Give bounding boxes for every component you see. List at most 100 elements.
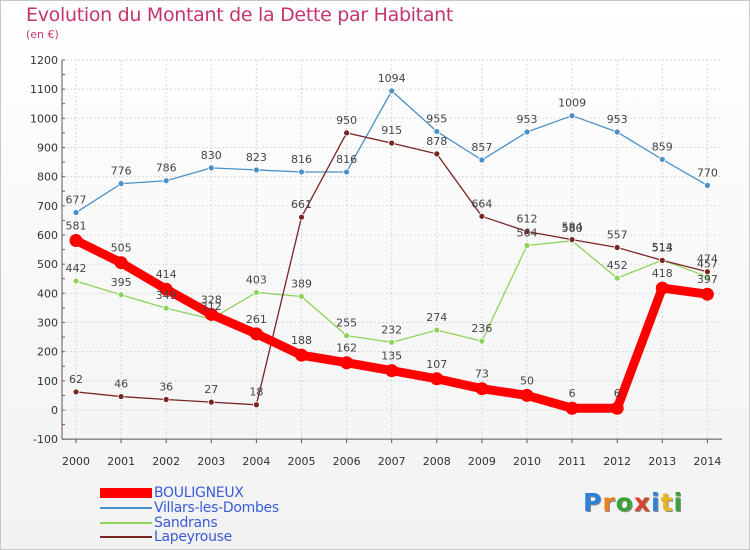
data-label-bouligneux: 6 bbox=[569, 387, 576, 400]
data-label-sandrans: 232 bbox=[381, 323, 402, 336]
data-point-villars-les-dombes bbox=[704, 181, 711, 189]
y-tick-label: 0 bbox=[51, 404, 58, 417]
logo-letter: i bbox=[673, 488, 684, 517]
data-label-villars-les-dombes: 823 bbox=[246, 151, 267, 164]
x-tick-label: 2013 bbox=[648, 455, 676, 468]
data-label-lapeyrouse: 46 bbox=[114, 378, 128, 391]
data-label-villars-les-dombes: 859 bbox=[652, 140, 673, 153]
data-label-bouligneux: 328 bbox=[201, 293, 222, 306]
data-label-lapeyrouse: 878 bbox=[426, 135, 447, 148]
x-tick-label: 2012 bbox=[603, 455, 631, 468]
data-point-bouligneux bbox=[340, 356, 354, 370]
data-point-lapeyrouse bbox=[117, 393, 125, 400]
data-label-sandrans: 580 bbox=[562, 222, 583, 235]
data-point-sandrans bbox=[72, 277, 80, 285]
x-tick-label: 2014 bbox=[693, 455, 721, 468]
data-point-lapeyrouse bbox=[568, 236, 576, 244]
y-tick-label: 100 bbox=[37, 375, 58, 388]
data-label-villars-les-dombes: 816 bbox=[336, 153, 357, 166]
y-tick-label: 900 bbox=[37, 141, 58, 154]
data-point-villars-les-dombes bbox=[298, 168, 305, 176]
data-label-villars-les-dombes: 786 bbox=[156, 162, 177, 175]
data-point-lapeyrouse bbox=[343, 129, 351, 137]
logo-letter: P bbox=[583, 488, 603, 517]
logo-letter: t bbox=[660, 488, 674, 517]
data-point-villars-les-dombes bbox=[252, 166, 260, 174]
data-point-bouligneux bbox=[520, 388, 534, 402]
data-point-villars-les-dombes bbox=[658, 156, 666, 163]
data-point-bouligneux bbox=[655, 281, 669, 295]
x-tick-label: 2011 bbox=[558, 455, 586, 468]
data-point-villars-les-dombes bbox=[613, 128, 621, 136]
data-point-sandrans bbox=[388, 338, 396, 346]
chart-subtitle: (en €) bbox=[26, 28, 59, 41]
data-label-bouligneux: 107 bbox=[426, 358, 447, 371]
data-point-villars-les-dombes bbox=[343, 168, 351, 176]
data-label-sandrans: 255 bbox=[336, 317, 357, 330]
data-point-villars-les-dombes bbox=[478, 156, 486, 164]
data-point-sandrans bbox=[433, 326, 441, 334]
data-label-lapeyrouse: 18 bbox=[249, 386, 263, 399]
x-tick-label: 2000 bbox=[62, 455, 90, 468]
data-label-villars-les-dombes: 1094 bbox=[378, 72, 406, 85]
data-label-bouligneux: 581 bbox=[66, 220, 87, 233]
y-tick-label: 1200 bbox=[30, 54, 58, 67]
data-label-villars-les-dombes: 953 bbox=[517, 113, 538, 126]
data-point-bouligneux bbox=[385, 364, 399, 378]
legend-label-sandrans: Sandrans bbox=[154, 514, 218, 531]
y-tick-label: 800 bbox=[37, 171, 58, 184]
legend-label-bouligneux: BOULIGNEUX bbox=[154, 484, 244, 501]
x-tick-label: 2007 bbox=[378, 455, 406, 468]
data-label-sandrans: 274 bbox=[426, 311, 447, 324]
data-label-lapeyrouse: 664 bbox=[471, 197, 492, 210]
data-label-lapeyrouse: 36 bbox=[159, 380, 173, 393]
data-label-villars-les-dombes: 770 bbox=[697, 166, 718, 179]
data-point-sandrans bbox=[343, 332, 351, 340]
logo-letter: r bbox=[602, 488, 616, 517]
data-label-bouligneux: 505 bbox=[111, 242, 132, 255]
data-point-bouligneux bbox=[204, 307, 218, 321]
data-label-lapeyrouse: 27 bbox=[204, 383, 218, 396]
data-point-bouligneux bbox=[430, 372, 444, 386]
legend-label-lapeyrouse: Lapeyrouse bbox=[154, 528, 232, 545]
data-label-lapeyrouse: 513 bbox=[652, 241, 673, 254]
data-point-lapeyrouse bbox=[162, 396, 170, 403]
legend-swatch-bouligneux bbox=[100, 487, 152, 498]
data-label-bouligneux: 162 bbox=[336, 342, 357, 355]
data-point-lapeyrouse bbox=[523, 228, 531, 235]
x-tick-label: 2008 bbox=[423, 455, 451, 468]
x-tick-label: 2006 bbox=[333, 455, 361, 468]
data-label-sandrans: 452 bbox=[607, 259, 628, 272]
data-point-sandrans bbox=[117, 291, 125, 299]
data-point-sandrans bbox=[478, 337, 486, 345]
data-label-bouligneux: 188 bbox=[291, 334, 312, 347]
data-label-lapeyrouse: 661 bbox=[291, 198, 312, 211]
data-label-villars-les-dombes: 857 bbox=[471, 141, 492, 154]
data-label-villars-les-dombes: 677 bbox=[66, 194, 87, 207]
data-point-lapeyrouse bbox=[433, 150, 441, 158]
data-point-bouligneux bbox=[69, 234, 83, 248]
data-point-villars-les-dombes bbox=[162, 177, 170, 185]
x-tick-label: 2003 bbox=[197, 455, 225, 468]
y-tick-label: 1000 bbox=[30, 112, 58, 125]
legend-item-sandrans: Sandrans bbox=[100, 514, 218, 531]
data-label-bouligneux: 73 bbox=[475, 368, 489, 381]
data-point-bouligneux bbox=[159, 282, 173, 296]
data-label-sandrans: 564 bbox=[517, 226, 538, 239]
chart-title: Evolution du Montant de la Dette par Hab… bbox=[26, 4, 454, 26]
data-point-lapeyrouse bbox=[613, 244, 621, 251]
y-tick-label: 700 bbox=[37, 200, 58, 213]
data-point-lapeyrouse bbox=[72, 388, 80, 396]
data-point-villars-les-dombes bbox=[72, 209, 80, 216]
data-point-sandrans bbox=[523, 242, 531, 249]
data-point-lapeyrouse bbox=[704, 268, 711, 276]
data-point-lapeyrouse bbox=[207, 398, 215, 406]
data-label-bouligneux: 397 bbox=[697, 273, 718, 286]
y-tick-label: 600 bbox=[37, 229, 58, 242]
data-point-villars-les-dombes bbox=[568, 112, 576, 120]
data-label-sandrans: 442 bbox=[66, 262, 87, 275]
data-label-bouligneux: 418 bbox=[652, 267, 673, 280]
x-tick-label: 2009 bbox=[468, 455, 496, 468]
data-label-sandrans: 389 bbox=[291, 278, 312, 291]
